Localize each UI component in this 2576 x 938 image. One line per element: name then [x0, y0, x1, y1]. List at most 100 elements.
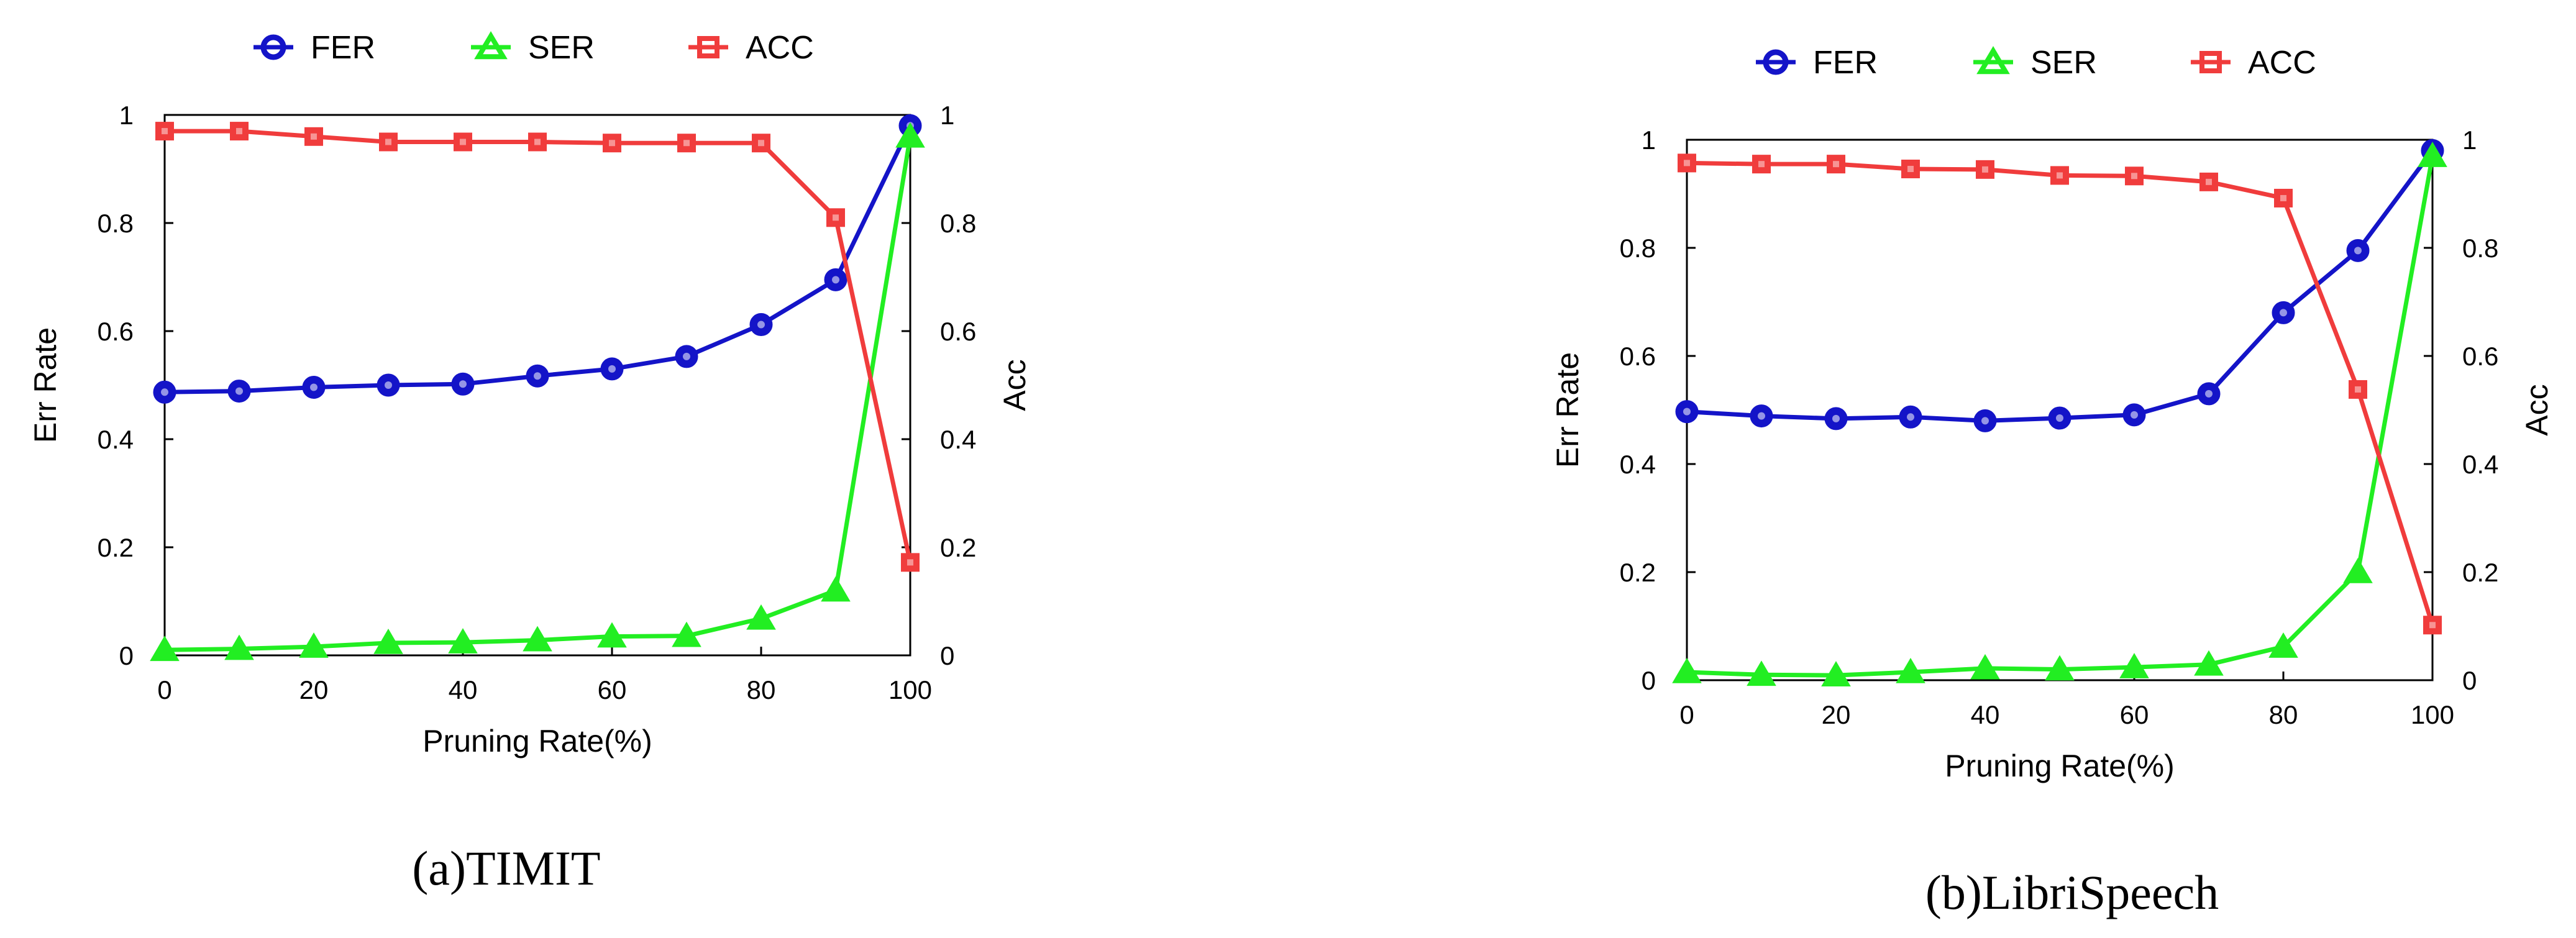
y-tick-label-left: 0.6 — [98, 317, 134, 346]
legend: FER SER ACC — [1756, 45, 2316, 81]
data-point-ser — [2119, 653, 2149, 678]
data-point-fer-center — [757, 321, 765, 329]
series-line-acc — [165, 129, 913, 563]
data-point-fer-center — [385, 381, 392, 389]
series-ser — [150, 122, 925, 662]
data-point-acc-center — [1833, 161, 1839, 168]
data-point-acc — [454, 132, 472, 152]
data-point-acc — [901, 553, 920, 572]
y-tick-label-right: 0.2 — [940, 533, 976, 562]
data-point-acc — [1678, 153, 1696, 173]
data-point-fer-center — [2205, 389, 2213, 398]
legend-label-fer: FER — [1813, 45, 1878, 81]
x-tick-label: 100 — [888, 675, 932, 704]
data-point-ser — [1747, 660, 1776, 686]
data-point-acc — [1976, 160, 1994, 179]
chart-caption: (a)TIMIT — [412, 841, 600, 895]
data-point-acc — [1901, 159, 1920, 178]
data-point-acc-center — [1758, 161, 1765, 168]
data-point-ser — [2194, 650, 2224, 676]
data-point-acc — [304, 127, 323, 146]
data-point-ser — [1672, 657, 1702, 683]
y-tick-label-left: 0.2 — [98, 533, 134, 562]
legend-marker-fer — [260, 34, 286, 60]
series-line-acc — [1686, 160, 2435, 626]
legend-marker-acc — [2199, 51, 2222, 73]
y-axis-title-right: Acc — [2519, 384, 2554, 435]
data-point-acc-center — [2355, 386, 2361, 393]
y-axis-title-left: Err Rate — [1550, 352, 1585, 468]
data-point-acc-center — [683, 140, 690, 147]
data-point-fer-center — [1758, 412, 1765, 420]
data-point-ser — [672, 621, 701, 647]
chart-caption: (b)LibriSpeech — [1925, 865, 2219, 919]
legend: FER SER ACC — [253, 30, 814, 66]
x-axis-title: Pruning Rate(%) — [1945, 749, 2175, 783]
legend-label-fer: FER — [311, 30, 375, 66]
series-fer — [153, 114, 922, 404]
y-axis-title-right: Acc — [997, 359, 1032, 411]
data-point-ser — [2045, 655, 2075, 681]
y-tick-label-left: 1 — [1642, 125, 1656, 155]
x-tick-label: 0 — [157, 675, 171, 704]
y-tick-label-right: 0.4 — [2462, 450, 2498, 479]
data-point-acc — [2050, 166, 2069, 185]
chart-2: 0 00.2 0.20.4 0.40.6 0.60.8 0.81 10 20 40 60 80 100… — [1550, 45, 2554, 919]
y-tick-label-right: 0.6 — [2462, 342, 2498, 371]
data-point-acc-center — [2131, 173, 2137, 180]
data-point-ser — [150, 635, 180, 662]
data-point-ser — [746, 604, 776, 630]
data-point-fer-center — [161, 388, 168, 396]
data-point-acc — [2125, 166, 2144, 186]
data-point-fer-center — [2354, 247, 2362, 255]
legend-label-acc: ACC — [746, 30, 814, 66]
y-tick-label-right: 0 — [940, 641, 954, 670]
series-line-fer — [164, 124, 913, 394]
data-point-acc-center — [2429, 622, 2436, 629]
data-point-acc — [2199, 172, 2218, 191]
data-point-fer-center — [2131, 411, 2138, 419]
y-tick-label-right: 0.4 — [940, 425, 976, 454]
data-point-ser — [224, 634, 254, 660]
data-point-fer-center — [459, 380, 467, 388]
data-point-acc — [2349, 380, 2367, 399]
y-tick-label-right: 0.2 — [2462, 558, 2498, 587]
y-tick-label-right: 1 — [2462, 125, 2477, 155]
y-tick-label-left: 0.4 — [1620, 450, 1656, 479]
y-tick-label-left: 0.6 — [1620, 342, 1656, 371]
data-point-fer-center — [1832, 414, 1840, 422]
series-ser — [1672, 142, 2447, 686]
legend-label-ser: SER — [2030, 45, 2097, 81]
data-point-acc-center — [460, 139, 466, 145]
data-point-fer-center — [2056, 414, 2063, 422]
data-point-acc-center — [758, 140, 764, 147]
x-tick-label: 40 — [449, 675, 478, 704]
x-tick-label: 80 — [2269, 700, 2298, 729]
y-tick-label-left: 0.8 — [1620, 234, 1656, 263]
y-tick-label-right: 0 — [2462, 666, 2477, 695]
data-point-fer-center — [1981, 417, 1989, 425]
y-tick-label-right: 0.8 — [2462, 234, 2498, 263]
data-point-fer-center — [1683, 408, 1691, 416]
y-tick-label-left: 0.4 — [98, 425, 134, 454]
x-axis-title: Pruning Rate(%) — [422, 724, 652, 758]
data-point-acc — [826, 208, 845, 227]
data-point-ser — [2418, 142, 2447, 167]
series-fer — [1675, 139, 2444, 432]
data-point-acc-center — [311, 133, 317, 140]
data-point-ser — [895, 122, 925, 148]
data-point-ser — [1970, 653, 2000, 680]
data-point-acc-center — [2206, 178, 2212, 185]
data-point-acc — [1827, 155, 1845, 174]
x-tick-label: 60 — [598, 675, 627, 704]
data-point-fer-center — [310, 383, 317, 391]
data-point-ser — [1821, 661, 1851, 686]
data-point-acc-center — [2057, 172, 2063, 179]
data-point-ser — [373, 629, 403, 654]
data-point-acc — [603, 134, 621, 153]
x-tick-label: 40 — [1971, 700, 2000, 729]
y-tick-label-left: 0 — [1642, 666, 1656, 695]
y-tick-label-right: 1 — [940, 101, 954, 130]
series-line-ser — [164, 136, 913, 652]
